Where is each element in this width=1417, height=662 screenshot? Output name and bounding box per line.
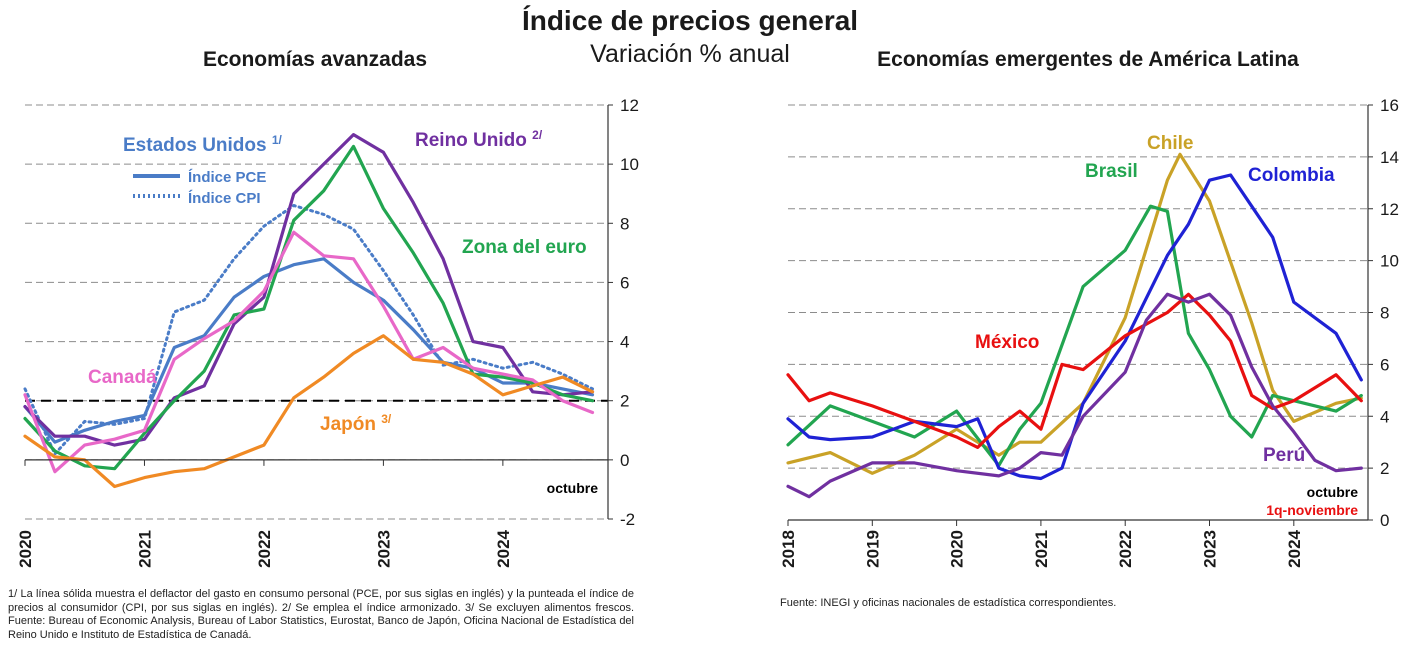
y-tick-label: 6: [1380, 355, 1389, 374]
series-line-mexico: [786, 292, 1363, 449]
label-canada: Canadá: [88, 367, 157, 388]
x-tick-label: 2023: [374, 530, 393, 568]
y-tick-label: 2: [620, 392, 629, 411]
y-tick-label: 14: [1380, 148, 1399, 167]
y-tick-label: 10: [1380, 252, 1399, 271]
x-tick-label: 2022: [1116, 530, 1135, 568]
y-tick-label: 6: [620, 273, 629, 292]
series-line-estados-unidos-indice-pce: [23, 257, 595, 444]
label-chile: Chile: [1147, 133, 1193, 154]
y-tick-label: 12: [620, 96, 639, 115]
x-tick-label: 2020: [948, 530, 967, 568]
figure-canvas: Índice de precios general Variación % an…: [16, 5, 1399, 568]
x-tick-label: 2021: [135, 530, 154, 568]
series-line-japon: [23, 334, 595, 489]
y-tick-label: 8: [620, 214, 629, 233]
label-japon: Japón 3/: [320, 412, 392, 435]
series-line-reino-unido: [23, 133, 595, 447]
chart-latam-economies: Economías emergentes de América Latina 0…: [779, 48, 1399, 568]
label-brasil: Brasil: [1085, 161, 1138, 182]
label-reino-unido: Reino Unido 2/: [415, 128, 543, 151]
label-mexico: México: [975, 332, 1039, 353]
series-line-peru: [786, 292, 1363, 499]
y-tick-label: 12: [1380, 200, 1399, 219]
x-tick-label: 2019: [863, 530, 882, 568]
y-tick-label: 4: [1380, 407, 1389, 426]
label-colombia: Colombia: [1248, 165, 1335, 186]
y-tick-label: 4: [620, 333, 629, 352]
chart-left-title: Economías avanzadas: [203, 48, 427, 71]
x-tick-label: 2022: [255, 530, 274, 568]
main-subtitle: Variación % anual: [590, 40, 790, 68]
legend-pce-label: Índice PCE: [188, 169, 266, 186]
footnote-right: Fuente: INEGI y oficinas nacionales de e…: [780, 597, 1117, 609]
x-tick-label: 2020: [16, 530, 35, 568]
legend-cpi-label: Índice CPI: [188, 190, 261, 207]
y-tick-label: 0: [1380, 511, 1389, 530]
x-tick-label: 2021: [1032, 530, 1051, 568]
x-tick-label: 2023: [1201, 530, 1220, 568]
main-title: Índice de precios general: [522, 5, 858, 36]
y-tick-label: 10: [620, 155, 639, 174]
series-line-estados-unidos-indice-cpi: [23, 204, 594, 456]
y-tick-label: 0: [620, 451, 629, 470]
y-tick-label: -2: [620, 510, 635, 529]
series-line-zona-del-euro: [23, 144, 595, 471]
chart-advanced-economies: Economías avanzadas -2 0 2 4 6 8 10 12 2020 2021 2…: [16, 48, 639, 568]
x-tick-label: 2024: [1285, 529, 1304, 567]
label-estados-unidos: Estados Unidos 1/: [123, 133, 283, 156]
label-zona-euro: Zona del euro: [462, 237, 587, 258]
x-tick-label: 2018: [779, 530, 798, 568]
label-octubre-right: octubre: [1307, 484, 1359, 500]
y-tick-label: 2: [1380, 459, 1389, 478]
chart-left-legend: Índice PCE Índice CPI: [133, 169, 266, 207]
y-tick-label: 16: [1380, 96, 1399, 115]
chart-right-title: Economías emergentes de América Latina: [877, 48, 1299, 71]
y-tick-label: 8: [1380, 304, 1389, 323]
footnote-left: 1/ La línea sólida muestra el deflactor …: [8, 588, 634, 641]
label-peru: Perú: [1263, 445, 1305, 466]
label-1q-noviembre: 1q-noviembre: [1266, 502, 1358, 518]
x-tick-label: 2024: [494, 529, 513, 567]
series-line-canada: [23, 230, 595, 474]
label-octubre-left: octubre: [547, 480, 599, 496]
